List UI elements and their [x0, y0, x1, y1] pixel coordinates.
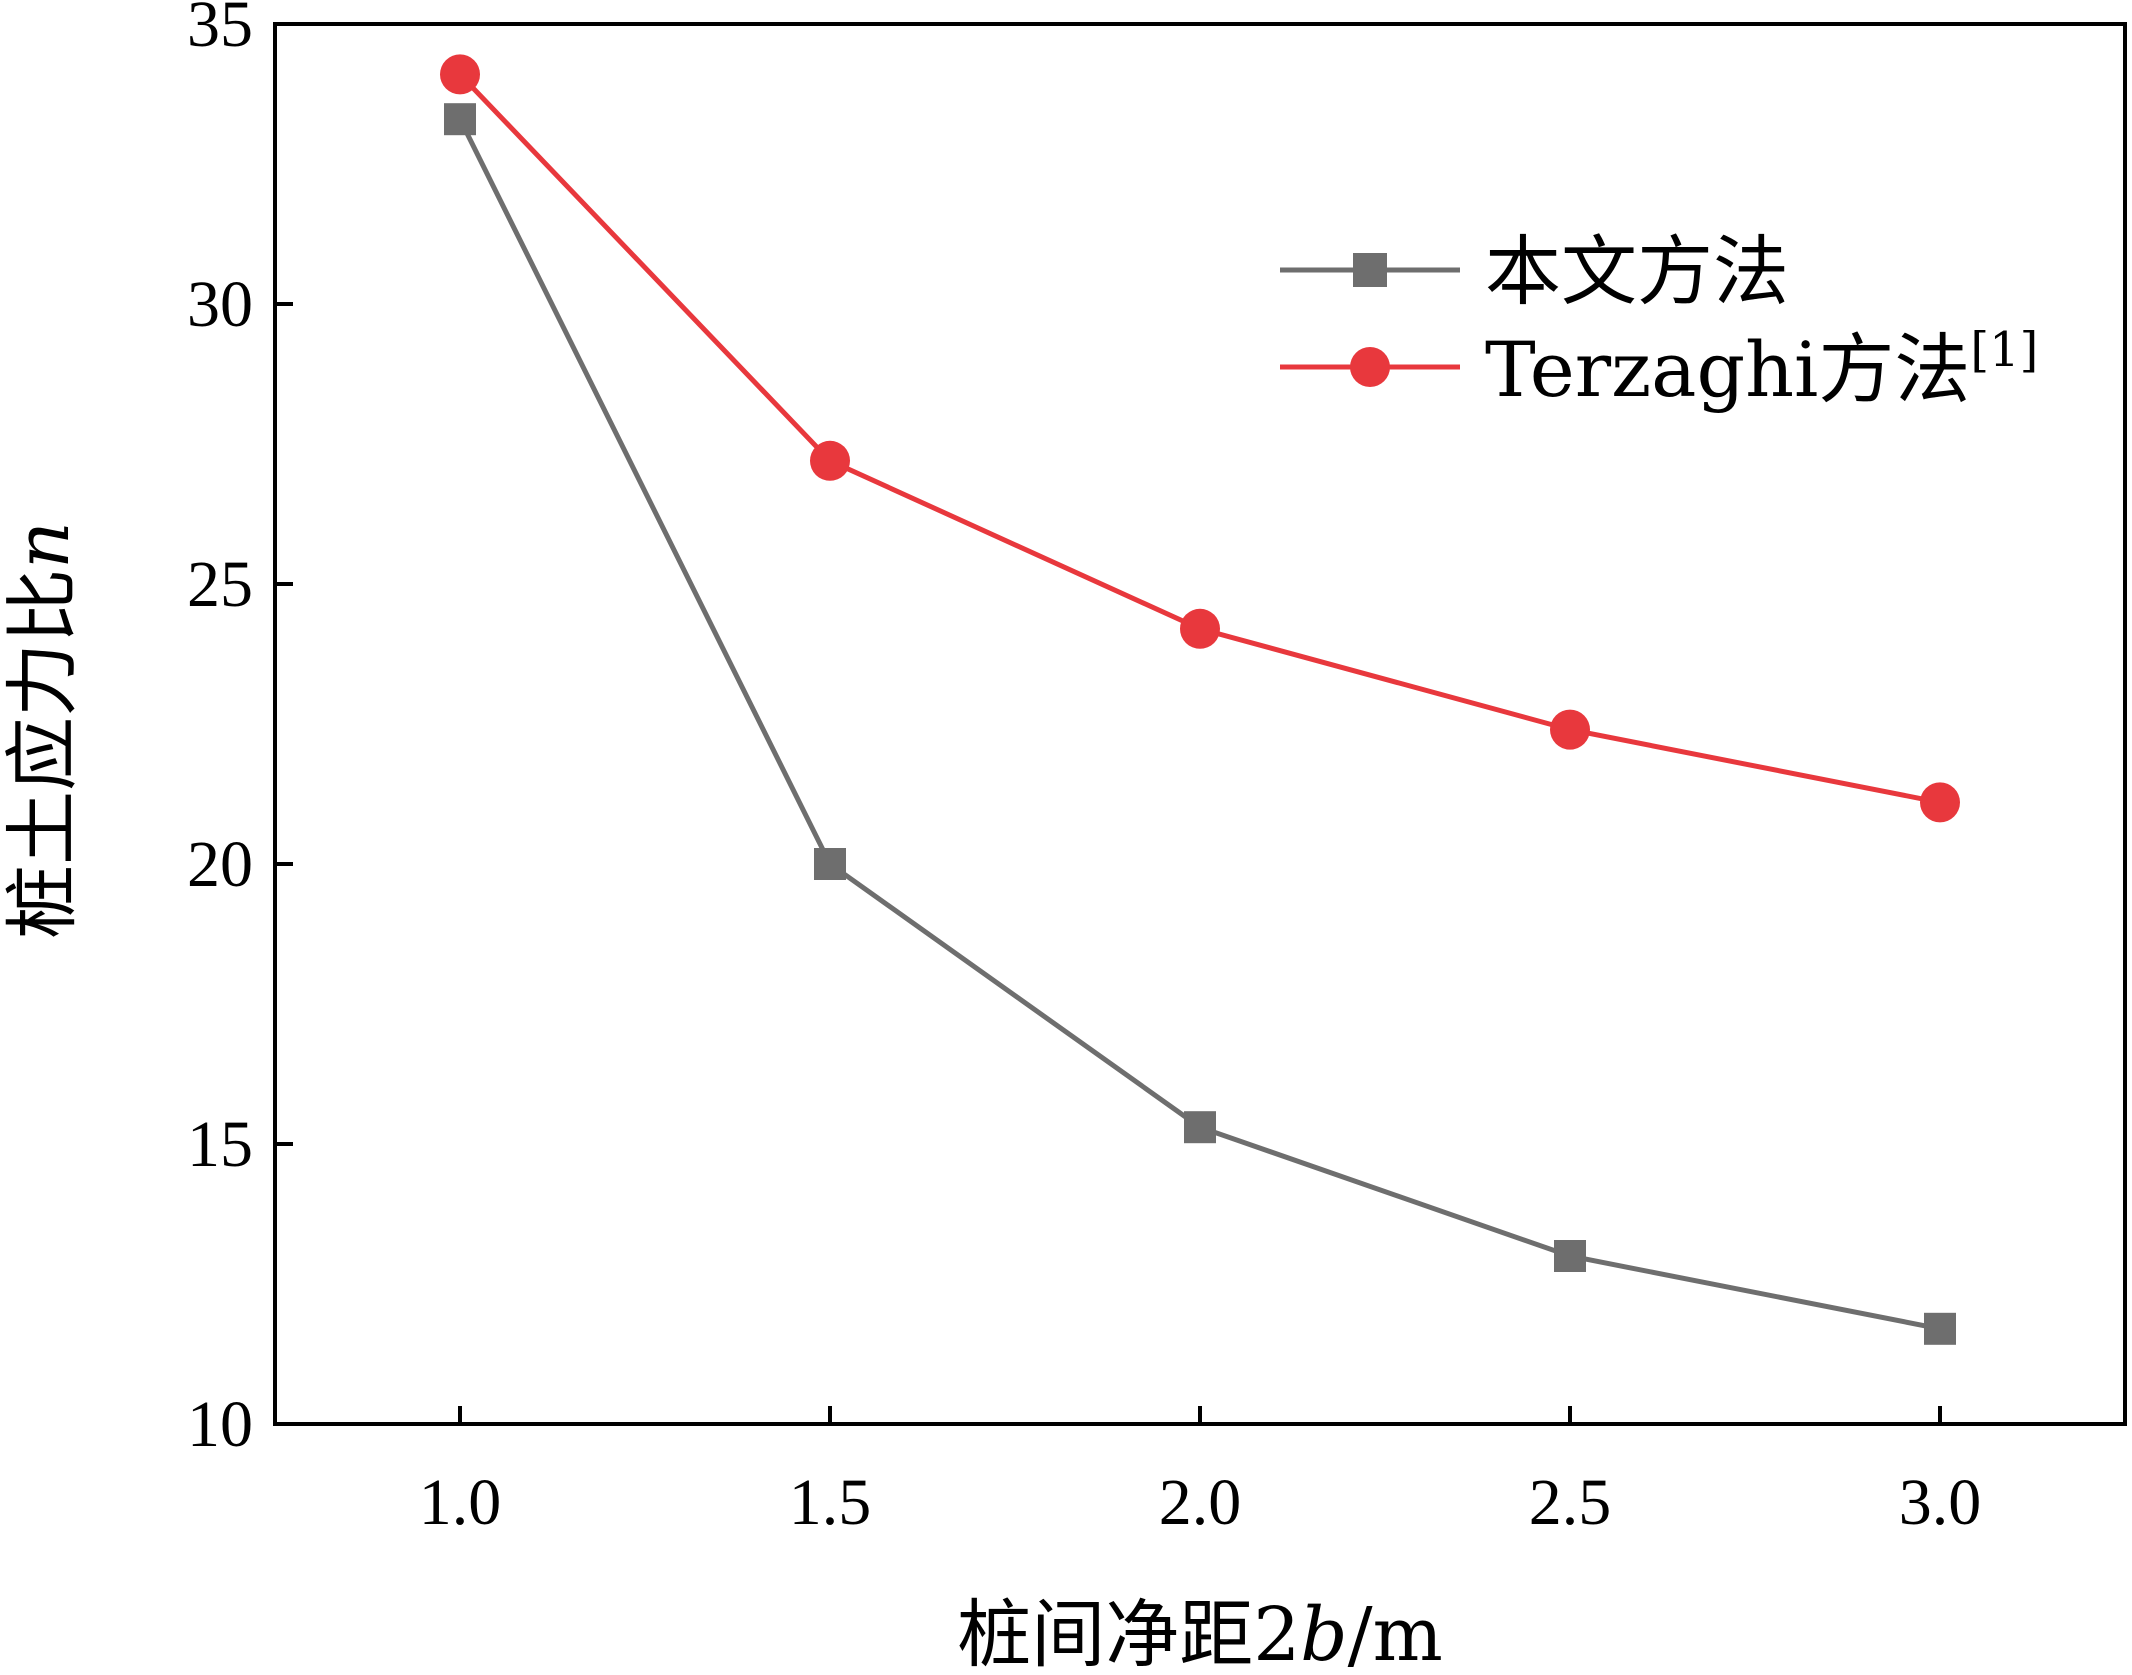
data-point-square: [444, 103, 476, 136]
legend-marker-square: [1353, 253, 1387, 287]
data-point-circle: [810, 440, 850, 481]
x-tick-label: 2.0: [1159, 1466, 1242, 1539]
data-point-square: [814, 848, 846, 880]
x-tick-label: 1.5: [789, 1466, 872, 1539]
y-tick-label: 15: [187, 1108, 253, 1181]
data-point-circle: [1920, 782, 1960, 823]
plot-frame: [273, 22, 2127, 1426]
y-tick-label: 20: [187, 828, 253, 901]
x-axis-title-variable: b: [1300, 1592, 1347, 1675]
x-tick-label: 2.5: [1529, 1466, 1612, 1539]
data-point-circle: [440, 54, 480, 95]
x-axis-title: 桩间净距2b/m: [957, 1592, 1443, 1675]
y-tick-label: 10: [187, 1388, 253, 1461]
data-point-square: [1554, 1240, 1586, 1272]
series-layer: [440, 54, 1960, 1345]
data-point-square: [1924, 1312, 1956, 1345]
data-point-square: [1184, 1111, 1216, 1144]
x-axis-title-text: 桩间净距2: [957, 1592, 1300, 1675]
y-tick-label: 30: [187, 268, 253, 341]
y-tick-label: 25: [187, 548, 253, 621]
legend: 本文方法 Terzaghi方法[1]: [1280, 227, 2038, 414]
y-axis-title-variable: n: [0, 521, 86, 569]
legend-label-series-2: Terzaghi方法[1]: [1485, 322, 2038, 414]
y-axis-title: 桩土应力比n: [0, 521, 86, 939]
axis-ticks: 1.0 1.5 2.0 2.5 3.0 10 15 20 25 30 35: [187, 0, 1981, 1539]
series-line-2: [458, 72, 1941, 805]
x-tick-label: 3.0: [1899, 1466, 1982, 1539]
legend-label-series-2-citation: [1]: [1970, 322, 2038, 378]
y-tick-label: 35: [187, 0, 253, 61]
data-point-circle: [1550, 709, 1590, 750]
y-axis-title-text: 桩土应力比: [0, 569, 86, 939]
legend-label-series-1: 本文方法: [1485, 227, 1789, 316]
x-axis-title-unit: /m: [1348, 1592, 1443, 1675]
data-point-circle: [1180, 608, 1220, 649]
legend-marker-circle: [1350, 347, 1390, 387]
legend-label-series-2-text: Terzaghi方法: [1485, 325, 1970, 414]
x-tick-label: 1.0: [419, 1466, 502, 1539]
